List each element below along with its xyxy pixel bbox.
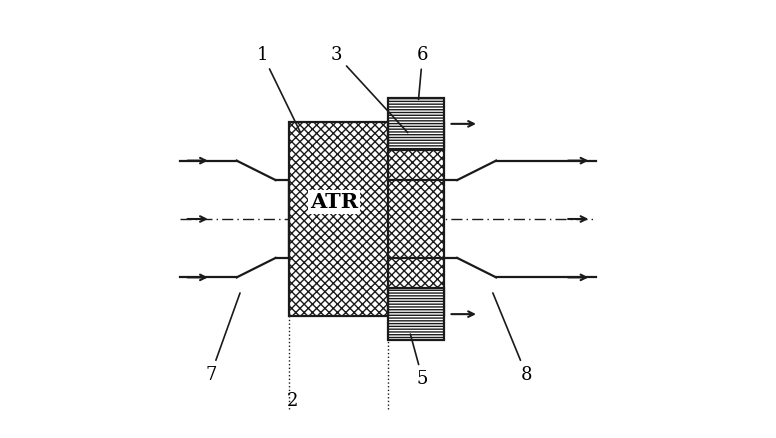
- Text: 6: 6: [417, 46, 428, 99]
- Text: 1: 1: [257, 46, 300, 132]
- Text: 5: 5: [411, 334, 428, 388]
- Text: 2: 2: [287, 392, 299, 410]
- Bar: [388, 288, 444, 340]
- Text: 8: 8: [493, 293, 532, 384]
- Text: 3: 3: [331, 46, 407, 133]
- Bar: [388, 98, 444, 150]
- Text: 7: 7: [205, 293, 240, 384]
- Text: ATR: ATR: [310, 192, 358, 212]
- Bar: [289, 122, 444, 316]
